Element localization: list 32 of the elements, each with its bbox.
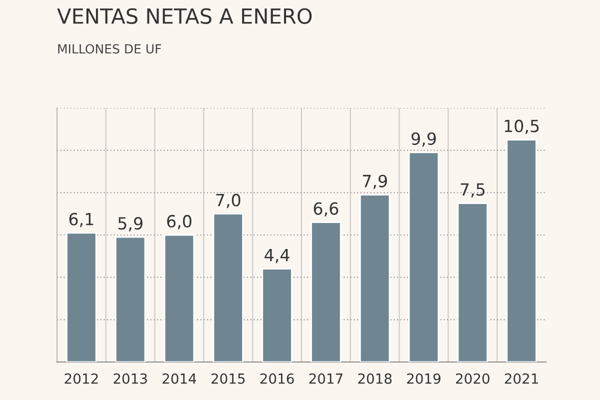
bar: [359, 194, 390, 362]
data-label: 7,9: [362, 174, 387, 190]
data-label: 6,6: [314, 202, 338, 217]
data-label: 7,0: [216, 194, 240, 208]
x-tick-label: 2013: [114, 373, 147, 384]
x-tick-label: 2020: [456, 373, 490, 384]
x-tick-label: 2018: [358, 373, 392, 384]
bar: [66, 232, 97, 362]
bar: [164, 234, 195, 362]
x-tick-label: 2014: [162, 373, 196, 384]
data-label: 10,5: [504, 120, 539, 134]
x-tick-label: 2021: [504, 373, 538, 384]
data-label: 5,9: [118, 217, 142, 232]
data-label: 9,9: [412, 132, 436, 147]
bar: [506, 139, 537, 362]
chart-title: VENTAS NETAS A ENERO: [57, 8, 312, 24]
x-tick-label: 2017: [309, 373, 342, 384]
data-label: 4,4: [264, 249, 290, 264]
bar: [310, 222, 342, 362]
data-label: 7,5: [460, 183, 484, 198]
x-tick-label: 2019: [407, 373, 440, 384]
data-label: 6,1: [69, 212, 94, 228]
bar: [114, 236, 146, 362]
bar: [212, 213, 244, 362]
data-label: 6,0: [167, 214, 192, 230]
bar: [457, 202, 488, 362]
bar: [408, 152, 440, 362]
chart-subtitle: MILLONES DE UF: [58, 44, 162, 54]
x-tick-label: 2015: [211, 373, 245, 384]
x-tick-label: 2016: [260, 373, 294, 384]
bar: [262, 268, 292, 362]
x-tick-label: 2012: [64, 373, 98, 384]
